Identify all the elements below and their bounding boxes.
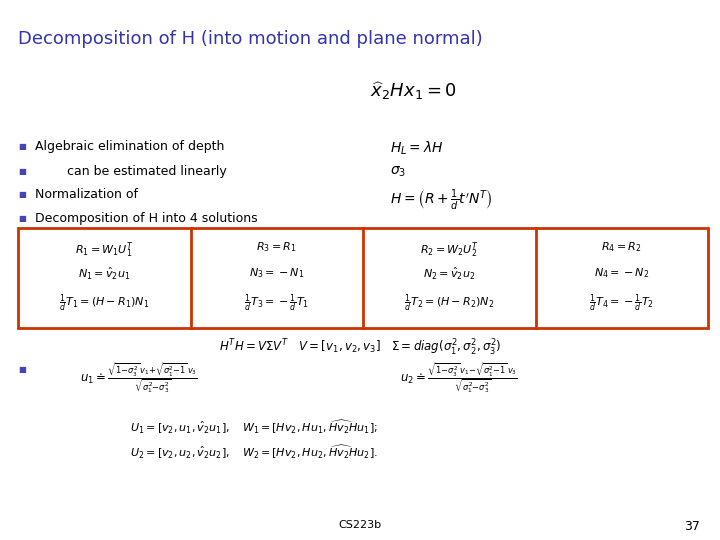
Text: Decomposition of H into 4 solutions: Decomposition of H into 4 solutions: [35, 212, 258, 225]
Text: $N_4 = -N_2$: $N_4 = -N_2$: [594, 266, 649, 280]
Text: $\frac{1}{d} T_4 = -\frac{1}{d} T_2$: $\frac{1}{d} T_4 = -\frac{1}{d} T_2$: [589, 293, 654, 314]
Bar: [18, 228, 708, 328]
Text: $U_2 = [v_2, u_2, \hat{v}_2 u_2], \quad W_2 = [Hv_2, Hu_2, \widehat{Hv_2} Hu_2].: $U_2 = [v_2, u_2, \hat{v}_2 u_2], \quad …: [130, 443, 378, 461]
Text: $N_3 = -N_1$: $N_3 = -N_1$: [249, 266, 305, 280]
Text: $R_1 = W_1 U_1^T$: $R_1 = W_1 U_1^T$: [75, 240, 134, 260]
Text: Decomposition of H (into motion and plane normal): Decomposition of H (into motion and plan…: [18, 30, 482, 48]
Text: Normalization of: Normalization of: [35, 188, 138, 201]
Text: $R_3 = R_1$: $R_3 = R_1$: [256, 240, 297, 254]
Text: ■: ■: [18, 142, 26, 151]
Text: ■: ■: [18, 167, 26, 176]
Text: ■: ■: [18, 214, 26, 223]
Text: $N_2 = \hat{v}_2 u_2$: $N_2 = \hat{v}_2 u_2$: [423, 266, 475, 282]
Text: $R_2 = W_2 U_2^T$: $R_2 = W_2 U_2^T$: [420, 240, 479, 260]
Text: $\frac{1}{d} T_1 = (H - R_1) N_1$: $\frac{1}{d} T_1 = (H - R_1) N_1$: [59, 293, 149, 314]
Text: $\widehat{x}_2 H x_1 = 0$: $\widehat{x}_2 H x_1 = 0$: [370, 80, 456, 102]
Text: $H^T H = V \Sigma V^T \quad V = [v_1, v_2, v_3] \quad \Sigma = diag(\sigma_1^2, : $H^T H = V \Sigma V^T \quad V = [v_1, v_…: [219, 338, 501, 358]
Text: ■: ■: [18, 190, 26, 199]
Text: $N_1 = \hat{v}_2 u_1$: $N_1 = \hat{v}_2 u_1$: [78, 266, 130, 282]
Text: $U_1 = [v_2, u_1, \hat{v}_2 u_1], \quad W_1 = [Hv_2, Hu_1, \widehat{Hv_2} Hu_1];: $U_1 = [v_2, u_1, \hat{v}_2 u_1], \quad …: [130, 418, 378, 436]
Text: can be estimated linearly: can be estimated linearly: [35, 165, 227, 178]
Text: $\frac{1}{d} T_3 = -\frac{1}{d} T_1$: $\frac{1}{d} T_3 = -\frac{1}{d} T_1$: [244, 293, 310, 314]
Text: $\sigma_3$: $\sigma_3$: [390, 165, 406, 179]
Text: 37: 37: [684, 520, 700, 533]
Text: $u_1 \doteq \frac{\sqrt{1{-}\sigma_3^2}\,v_1{+}\sqrt{\sigma_1^2{-}1}\,v_3}{\sqrt: $u_1 \doteq \frac{\sqrt{1{-}\sigma_3^2}\…: [80, 362, 198, 396]
Text: $u_2 \doteq \frac{\sqrt{1{-}\sigma_3^2}\,v_1{-}\sqrt{\sigma_1^2{-}1}\,v_3}{\sqrt: $u_2 \doteq \frac{\sqrt{1{-}\sigma_3^2}\…: [400, 362, 518, 396]
Text: $H_L = \lambda H$: $H_L = \lambda H$: [390, 140, 444, 157]
Text: $H = \left(R + \frac{1}{d} t' N^T\right)$: $H = \left(R + \frac{1}{d} t' N^T\right)…: [390, 188, 492, 213]
Text: Algebraic elimination of depth: Algebraic elimination of depth: [35, 140, 225, 153]
Text: $\frac{1}{d} T_2 = (H - R_2) N_2$: $\frac{1}{d} T_2 = (H - R_2) N_2$: [404, 293, 495, 314]
Text: ■: ■: [18, 365, 26, 374]
Text: $R_4 = R_2$: $R_4 = R_2$: [601, 240, 642, 254]
Text: CS223b: CS223b: [338, 520, 382, 530]
